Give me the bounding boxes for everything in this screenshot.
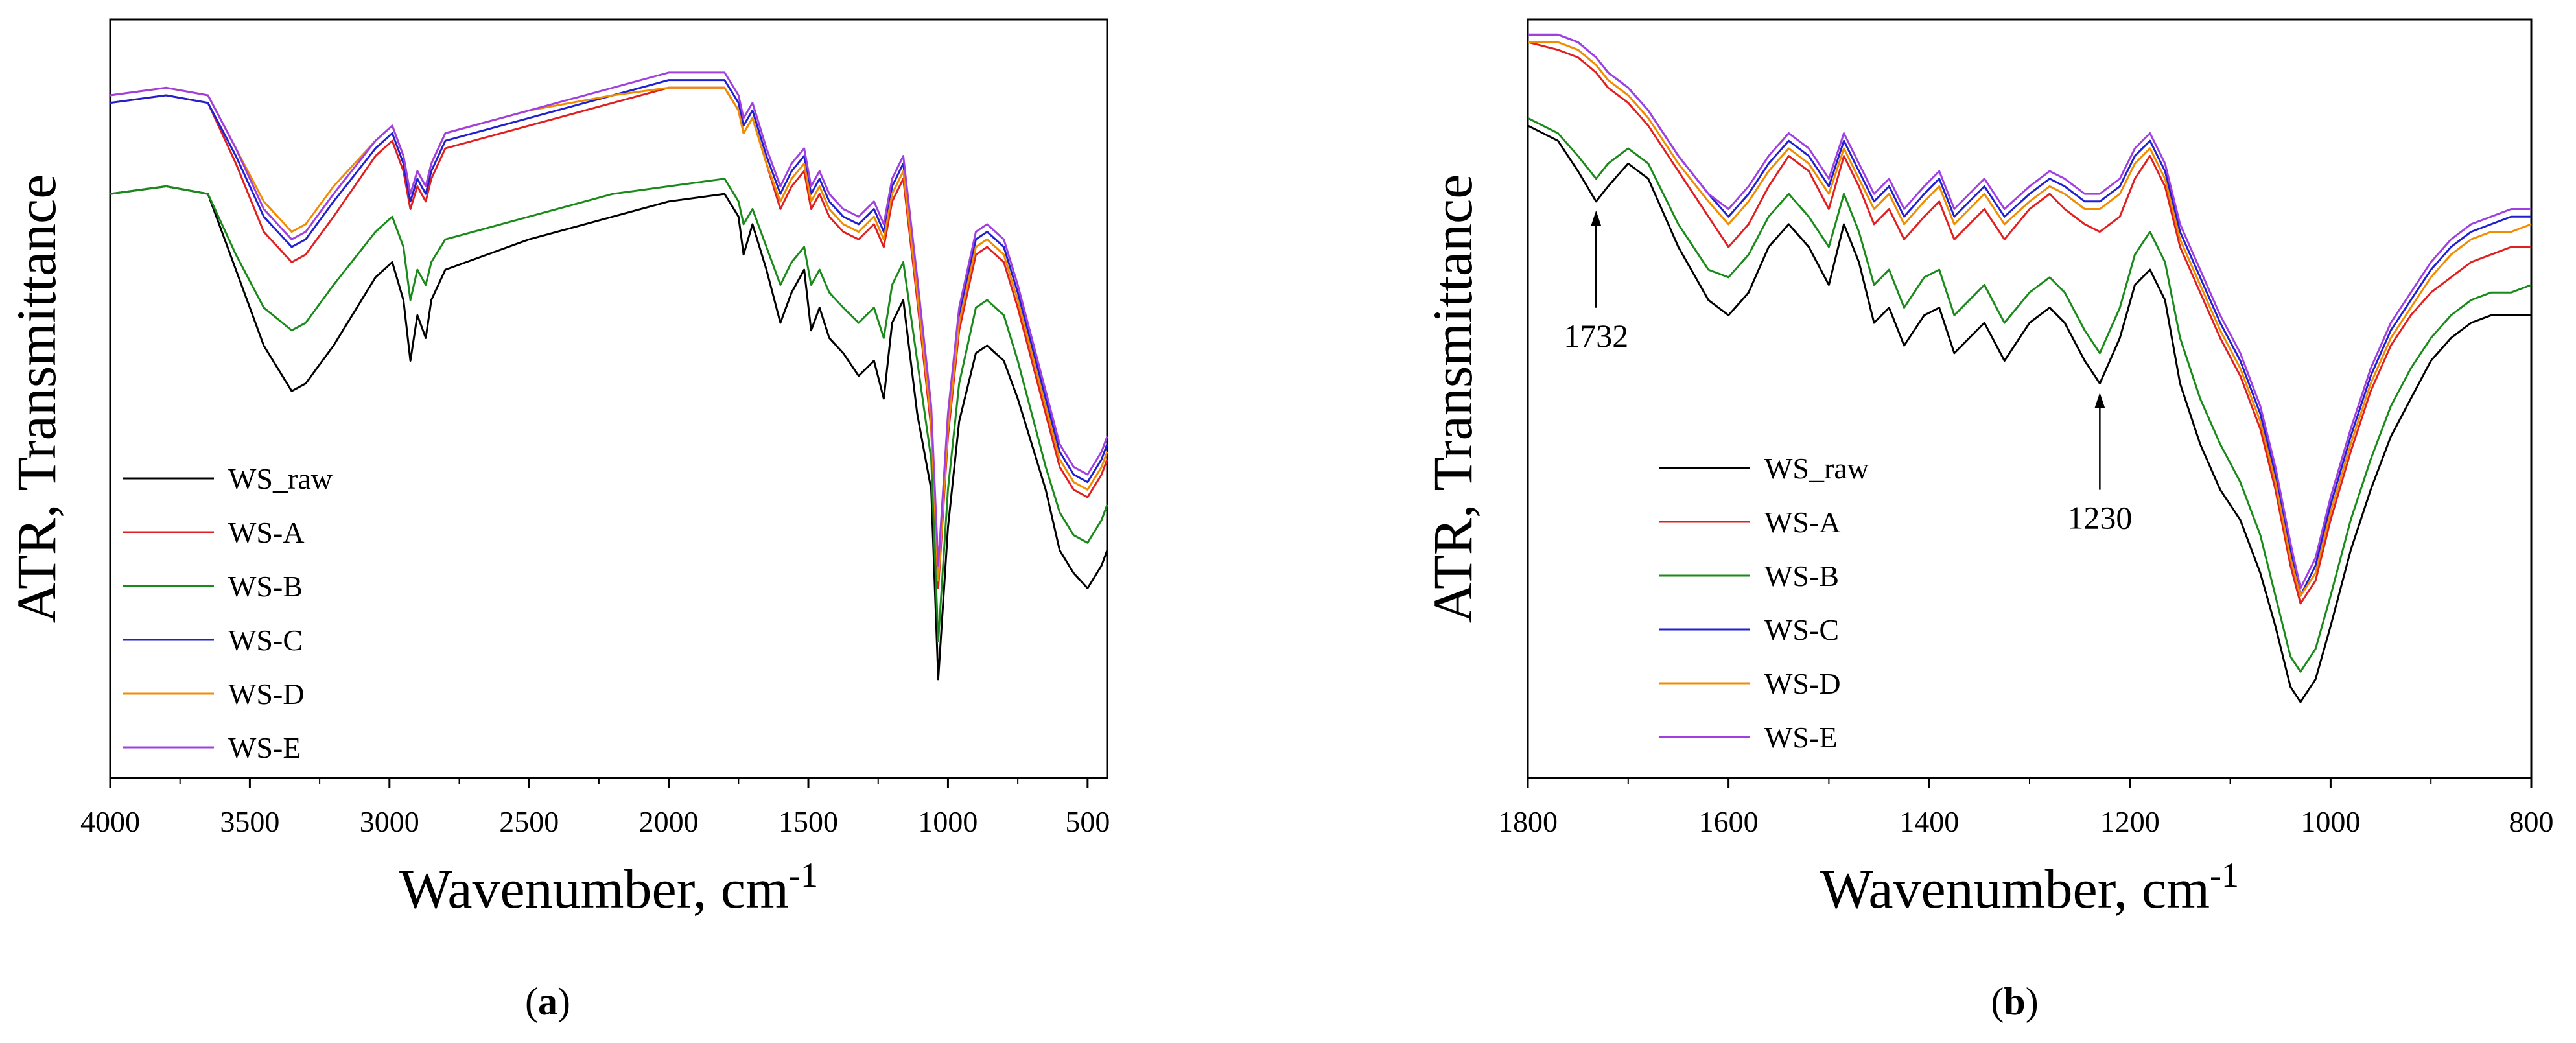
caption-close-paren: ) xyxy=(557,980,570,1023)
series-line-ws-e xyxy=(1528,33,2531,589)
legend-label: WS-C xyxy=(228,624,303,657)
x-tick-label: 1600 xyxy=(1699,805,1759,838)
x-tick-label: 500 xyxy=(1065,805,1110,838)
panel-b: 1800 1600 1400 1200 1000 800 WS_raw WS-A WS-B WS-… xyxy=(1422,18,2554,1023)
y-axis-label: ATR, Transmittance xyxy=(1422,174,1484,624)
x-tick-label: 1000 xyxy=(918,805,978,838)
series-line-ws-b xyxy=(1527,117,2532,673)
series-line-ws-c xyxy=(1528,33,2531,597)
panel-a: 4000 3500 3000 2500 2000 1500 1000 500 WS_raw WS-… xyxy=(5,18,1110,1023)
x-tick-label: 3500 xyxy=(220,805,279,838)
legend-label: WS_raw xyxy=(1764,452,1869,485)
annotation-arrowhead xyxy=(2094,392,2105,408)
series-line-ws-raw xyxy=(1527,124,2531,703)
caption-open-paren: ( xyxy=(525,980,538,1023)
legend-label: WS-E xyxy=(1764,721,1837,754)
x-tick-label: 2000 xyxy=(639,805,699,838)
x-tick-label: 1800 xyxy=(1498,805,1558,838)
caption-open-paren: ( xyxy=(1991,980,2004,1023)
annotation-arrowhead xyxy=(1591,210,1602,226)
series-line-ws-a xyxy=(1527,41,2531,605)
x-axis-label-text: Wavenumber, cm xyxy=(399,858,789,920)
y-axis-label: ATR, Transmittance xyxy=(5,174,67,624)
x-axis-label-superscript: -1 xyxy=(789,856,818,895)
x-axis-label: Wavenumber, cm-1 xyxy=(399,856,818,920)
legend-label: WS-B xyxy=(1764,559,1839,592)
x-tick-label: 2500 xyxy=(499,805,559,838)
legend-label: WS_raw xyxy=(228,462,333,495)
series-line-ws-raw xyxy=(110,185,1108,681)
legend-label: WS-A xyxy=(1764,506,1841,539)
annotation-label: 1732 xyxy=(1563,318,1628,354)
series-line-ws-a xyxy=(110,86,1108,589)
panel-caption: (b) xyxy=(1991,980,2038,1023)
legend-label: WS-E xyxy=(228,731,301,764)
x-axis-label: Wavenumber, cm-1 xyxy=(1820,856,2239,920)
caption-letter: b xyxy=(2004,980,2025,1023)
series-line-ws-c xyxy=(110,79,1108,574)
legend-label: WS-D xyxy=(228,677,305,710)
legend-label: WS-D xyxy=(1764,667,1841,700)
x-tick-label: 1400 xyxy=(1899,805,1959,838)
caption-letter: a xyxy=(538,980,557,1023)
legend-label: WS-B xyxy=(228,570,303,603)
panel-caption: (a) xyxy=(525,980,570,1023)
x-tick-label: 1000 xyxy=(2301,805,2360,838)
x-axis-label-superscript: -1 xyxy=(2210,856,2239,895)
x-tick-label: 800 xyxy=(2509,805,2554,838)
x-tick-label: 1200 xyxy=(2100,805,2160,838)
legend-label: WS-A xyxy=(228,516,305,549)
series-line-ws-e xyxy=(110,71,1108,567)
x-tick-label: 3000 xyxy=(360,805,419,838)
x-axis-label-text: Wavenumber, cm xyxy=(1820,858,2210,920)
series-line-ws-d xyxy=(1528,41,2532,597)
series-line-ws-b xyxy=(110,178,1108,642)
legend-label: WS-C xyxy=(1764,613,1839,646)
caption-close-paren: ) xyxy=(2026,980,2039,1023)
x-tick-label: 4000 xyxy=(80,805,140,838)
plot-frame xyxy=(109,18,1108,779)
annotation-label: 1230 xyxy=(2067,500,2132,536)
x-tick-label: 1500 xyxy=(779,805,838,838)
